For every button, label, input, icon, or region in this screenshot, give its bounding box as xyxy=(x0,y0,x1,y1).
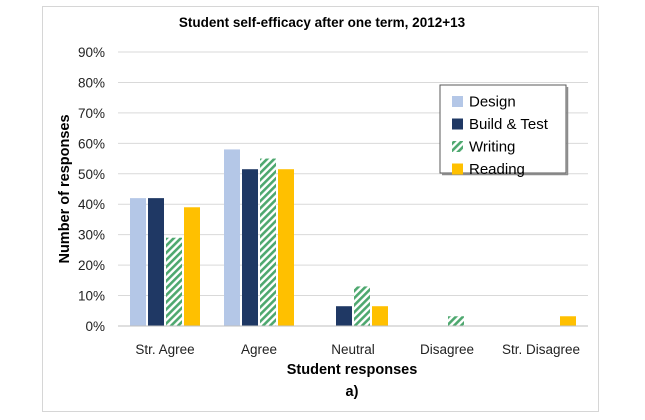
bar-build-test-0 xyxy=(148,198,164,326)
legend-label: Reading xyxy=(469,161,525,178)
bar-reading-4 xyxy=(560,316,576,326)
y-tick-label: 60% xyxy=(78,136,105,151)
y-tick-label: 0% xyxy=(85,319,105,334)
bar-writing-3 xyxy=(448,316,464,326)
legend: Design Build & Test Writing Reading xyxy=(439,84,569,178)
x-axis-label: Student responses xyxy=(287,362,418,378)
bar-design-1 xyxy=(224,149,240,326)
bar-reading-2 xyxy=(372,306,388,326)
y-tick-label: 50% xyxy=(78,167,105,182)
legend-label: Design xyxy=(469,94,516,111)
x-tick-labels: Str. Agree Agree Neutral Disagree Str. Disag… xyxy=(135,342,580,357)
bar-writing-0 xyxy=(166,237,182,326)
y-tick-label: 80% xyxy=(78,75,105,90)
legend-label: Writing xyxy=(469,139,515,156)
legend-swatch xyxy=(452,118,463,130)
bar-writing-2 xyxy=(354,286,370,326)
x-tick-label: Disagree xyxy=(420,342,474,357)
figure-caption: a) xyxy=(346,384,359,400)
y-tick-label: 40% xyxy=(78,197,105,212)
bar-reading-0 xyxy=(184,207,200,326)
y-tick-label: 20% xyxy=(78,258,105,273)
x-tick-label: Neutral xyxy=(331,342,375,357)
y-tick-label: 30% xyxy=(78,228,105,243)
bar-build-test-2 xyxy=(336,306,352,326)
legend-label: Build & Test xyxy=(469,116,549,133)
y-tick-labels: 0% 10% 20% 30% 40% 50% 60% 70% 80% 90% xyxy=(78,45,105,334)
y-tick-label: 90% xyxy=(78,45,105,60)
legend-swatch xyxy=(452,163,463,175)
x-tick-label: Str. Agree xyxy=(135,342,194,357)
legend-swatch xyxy=(452,141,463,152)
legend-swatch xyxy=(452,96,463,107)
chart-title: Student self-efficacy after one term, 20… xyxy=(179,15,466,30)
bar-writing-1 xyxy=(260,158,276,326)
x-tick-label: Agree xyxy=(241,342,277,357)
y-axis-label: Number of responses xyxy=(57,114,73,263)
y-tick-label: 10% xyxy=(78,289,105,304)
bar-build-test-1 xyxy=(242,169,258,326)
bars xyxy=(130,149,576,326)
y-tick-label: 70% xyxy=(78,106,105,121)
bar-design-0 xyxy=(130,198,146,326)
bar-reading-1 xyxy=(278,169,294,326)
x-tick-label: Str. Disagree xyxy=(502,342,580,357)
